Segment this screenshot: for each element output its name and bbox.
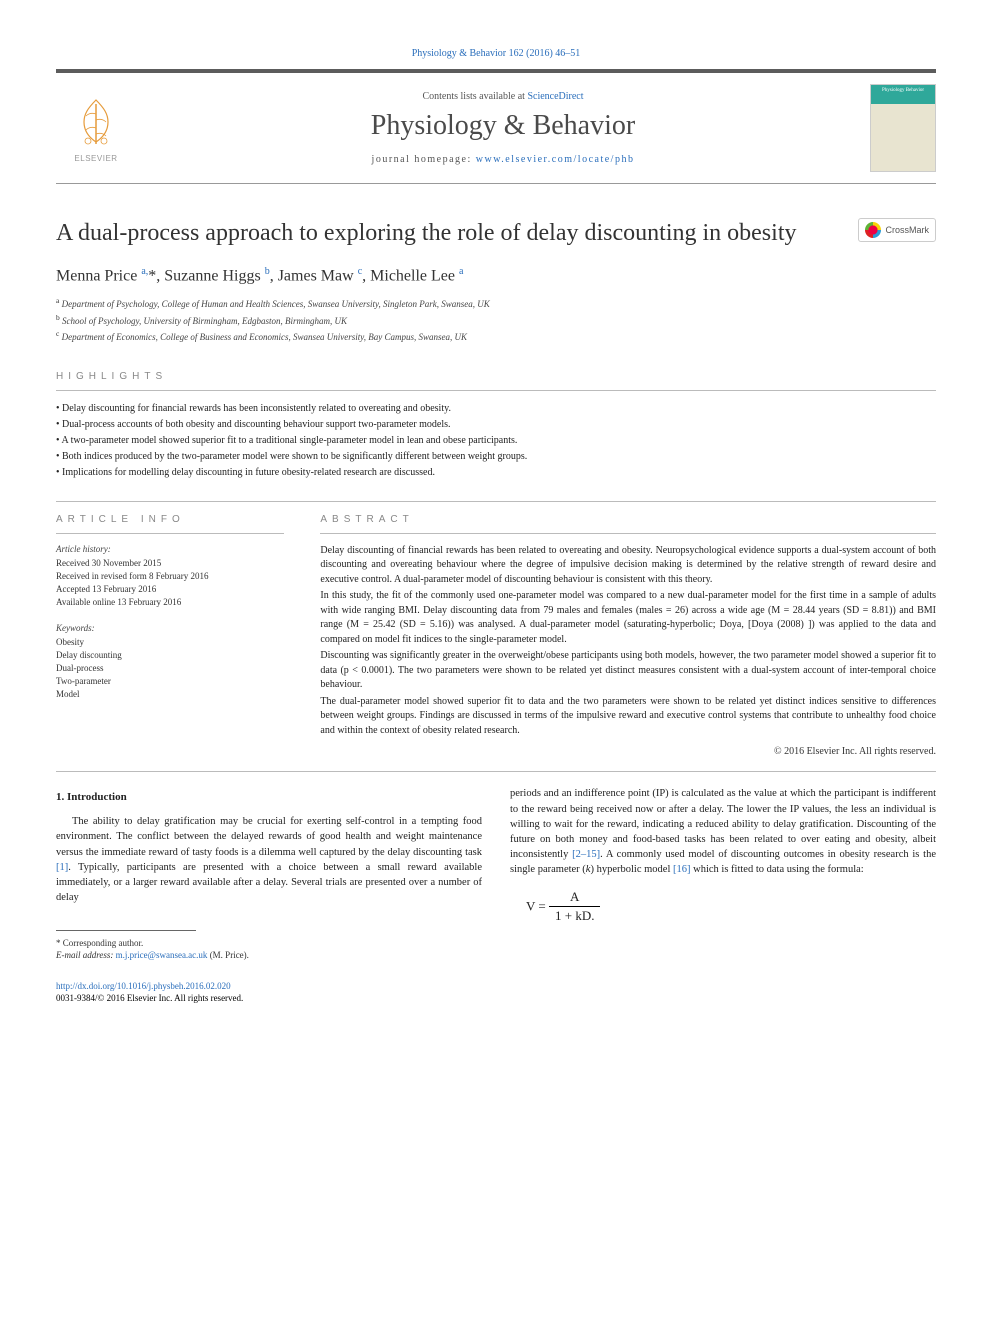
intro-text: ) hyperbolic model — [590, 864, 673, 875]
corresponding-author-footnote: * Corresponding author. E-mail address: … — [56, 937, 482, 962]
rule — [320, 533, 936, 534]
article-info-label: ARTICLE INFO — [56, 514, 284, 525]
abstract-paragraph: Discounting was significantly greater in… — [320, 649, 936, 693]
abstract-copyright: © 2016 Elsevier Inc. All rights reserved… — [320, 746, 936, 757]
rule — [56, 390, 936, 391]
affiliation-line: c Department of Economics, College of Bu… — [56, 328, 936, 345]
formula-numerator: A — [549, 888, 600, 908]
crossmark-badge[interactable]: CrossMark — [858, 218, 936, 242]
keyword-item: Dual-process — [56, 662, 284, 675]
highlight-item: Implications for modelling delay discoun… — [56, 465, 936, 481]
homepage-label: journal homepage: — [372, 154, 476, 165]
elsevier-logo: ELSEVIER — [56, 83, 136, 173]
journal-header: ELSEVIER Contents lists available at Sci… — [56, 69, 936, 184]
highlights-list: Delay discounting for financial rewards … — [56, 401, 936, 481]
ref-link[interactable]: [16] — [673, 864, 691, 875]
abstract-paragraph: Delay discounting of financial rewards h… — [320, 544, 936, 588]
homepage-link[interactable]: www.elsevier.com/locate/phb — [476, 154, 635, 165]
contents-prefix: Contents lists available at — [422, 91, 527, 102]
highlight-item: A two-parameter model showed superior fi… — [56, 433, 936, 449]
cover-thumb-title: Physiology Behavior — [882, 88, 924, 94]
abstract-label: ABSTRACT — [320, 514, 936, 525]
section-heading-intro: 1. Introduction — [56, 790, 482, 806]
journal-cover-thumb: Physiology Behavior — [870, 84, 936, 172]
body-two-column: 1. Introduction The ability to delay gra… — [56, 786, 936, 961]
abstract-paragraph: In this study, the fit of the commonly u… — [320, 589, 936, 647]
highlight-item: Dual-process accounts of both obesity an… — [56, 417, 936, 433]
intro-text: . Typically, participants are presented … — [56, 862, 482, 903]
keywords-heading: Keywords: — [56, 623, 284, 633]
doi-link[interactable]: http://dx.doi.org/10.1016/j.physbeh.2016… — [56, 981, 231, 991]
history-heading: Article history: — [56, 544, 284, 554]
ref-link[interactable]: [2–15] — [572, 849, 600, 860]
running-head: Physiology & Behavior 162 (2016) 46–51 — [56, 48, 936, 59]
elsevier-wordmark: ELSEVIER — [74, 154, 117, 163]
history-line: Received in revised form 8 February 2016 — [56, 570, 284, 583]
keyword-item: Two-parameter — [56, 675, 284, 688]
doi-block: http://dx.doi.org/10.1016/j.physbeh.2016… — [56, 980, 936, 1005]
footnote-separator — [56, 930, 196, 931]
affiliation-line: b School of Psychology, University of Bi… — [56, 312, 936, 329]
rule — [56, 533, 284, 534]
highlight-item: Both indices produced by the two-paramet… — [56, 449, 936, 465]
footnote-email-link[interactable]: m.j.price@swansea.ac.uk — [116, 950, 208, 960]
history-line: Available online 13 February 2016 — [56, 596, 284, 609]
contents-lists-line: Contents lists available at ScienceDirec… — [136, 91, 870, 102]
abstract-text: Delay discounting of financial rewards h… — [320, 544, 936, 739]
highlight-item: Delay discounting for financial rewards … — [56, 401, 936, 417]
rule — [56, 771, 936, 772]
intro-text: The ability to delay gratification may b… — [56, 816, 482, 857]
formula-lhs: V = — [526, 898, 549, 913]
crossmark-label: CrossMark — [885, 225, 929, 235]
sciencedirect-link[interactable]: ScienceDirect — [527, 91, 583, 102]
issn-copyright: 0031-9384/© 2016 Elsevier Inc. All right… — [56, 993, 243, 1003]
footnote-email-label: E-mail address: — [56, 950, 116, 960]
formula-hyperbolic: V = A1 + kD. — [526, 888, 936, 927]
formula-denominator: 1 + kD. — [549, 907, 600, 926]
elsevier-tree-icon — [68, 94, 124, 150]
ref-link[interactable]: [1] — [56, 862, 68, 873]
journal-name: Physiology & Behavior — [136, 110, 870, 142]
highlights-label: HIGHLIGHTS — [56, 371, 936, 382]
keyword-item: Model — [56, 688, 284, 701]
footnote-star: * Corresponding author. — [56, 937, 482, 950]
crossmark-icon — [865, 222, 881, 238]
history-line: Accepted 13 February 2016 — [56, 583, 284, 596]
footnote-email-suffix: (M. Price). — [207, 950, 249, 960]
authors-line: Menna Price a,*, Suzanne Higgs b, James … — [56, 266, 936, 285]
keywords-block: ObesityDelay discountingDual-processTwo-… — [56, 636, 284, 701]
affiliations-block: a Department of Psychology, College of H… — [56, 295, 936, 345]
intro-paragraph-1: The ability to delay gratification may b… — [56, 814, 482, 905]
keyword-item: Delay discounting — [56, 649, 284, 662]
history-block: Received 30 November 2015Received in rev… — [56, 557, 284, 609]
abstract-paragraph: The dual-parameter model showed superior… — [320, 695, 936, 739]
history-line: Received 30 November 2015 — [56, 557, 284, 570]
intro-paragraph-2: periods and an indifference point (IP) i… — [510, 786, 936, 877]
keyword-item: Obesity — [56, 636, 284, 649]
affiliation-line: a Department of Psychology, College of H… — [56, 295, 936, 312]
intro-text: which is fitted to data using the formul… — [691, 864, 864, 875]
article-title: A dual-process approach to exploring the… — [56, 218, 846, 248]
journal-homepage-line: journal homepage: www.elsevier.com/locat… — [136, 154, 870, 165]
